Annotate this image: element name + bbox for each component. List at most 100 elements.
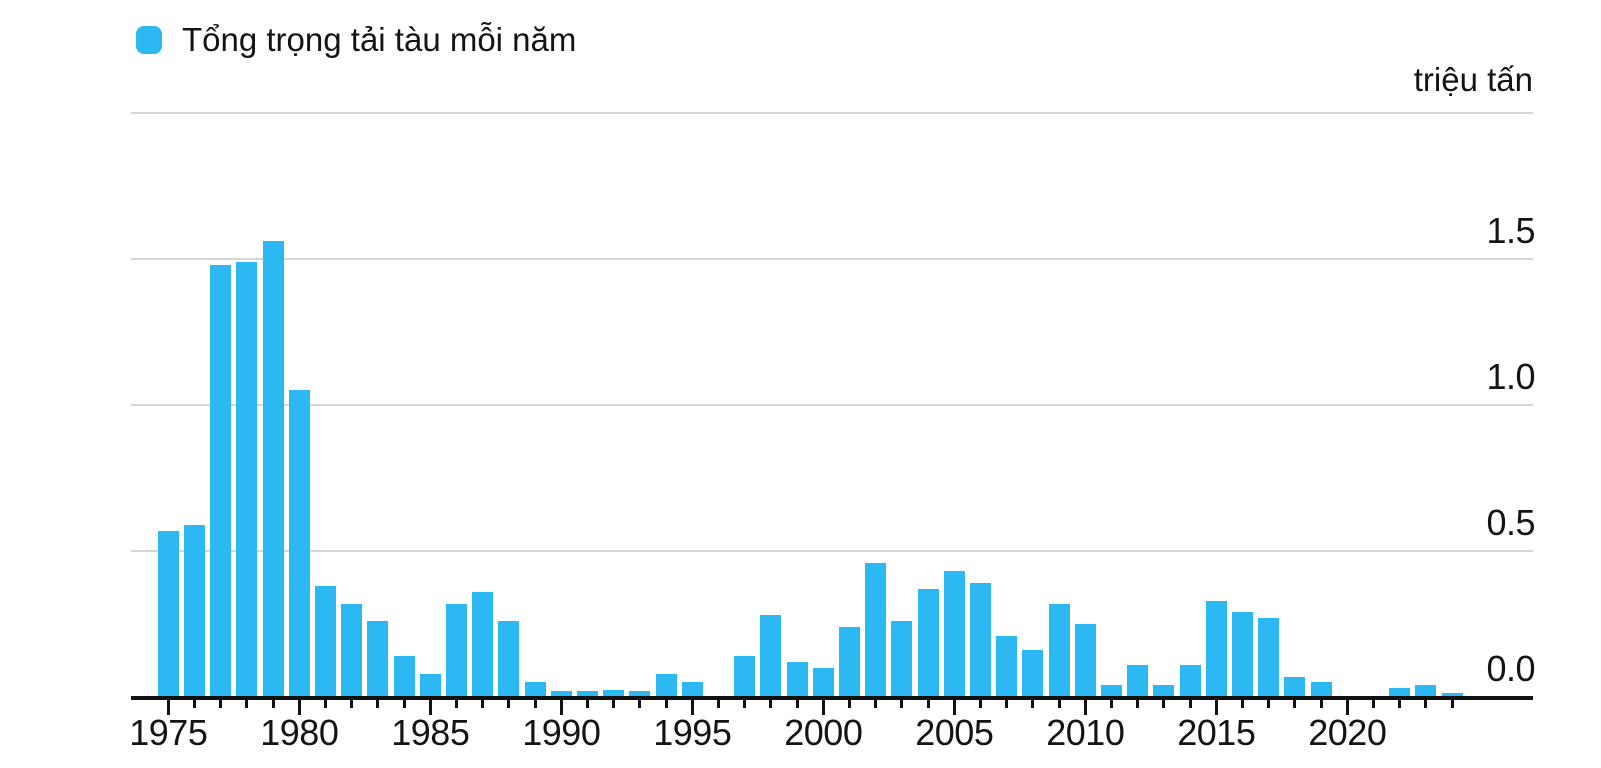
x-tick bbox=[166, 700, 170, 715]
bar-2011 bbox=[1101, 685, 1122, 697]
bar-1977 bbox=[210, 265, 232, 697]
x-tick bbox=[245, 700, 249, 708]
bar-2014 bbox=[1179, 665, 1201, 697]
bar-1975 bbox=[157, 531, 179, 697]
x-tick-label: 2020 bbox=[1308, 712, 1387, 753]
x-tick bbox=[952, 700, 956, 715]
x-tick bbox=[874, 700, 878, 708]
bar-2015 bbox=[1205, 601, 1227, 697]
y-tick-label: 1.5 bbox=[1486, 209, 1535, 251]
bar-2003 bbox=[891, 621, 913, 697]
x-tick bbox=[926, 700, 930, 708]
bar-1990 bbox=[550, 691, 572, 697]
chart-legend: Tổng trọng tải tàu mỗi năm bbox=[136, 23, 576, 57]
x-tick-label: 2005 bbox=[915, 712, 994, 753]
x-tick bbox=[821, 700, 825, 715]
x-tick bbox=[1005, 700, 1009, 708]
bar-2012 bbox=[1127, 665, 1149, 697]
bar-2022 bbox=[1389, 688, 1411, 697]
x-tick-label: 1985 bbox=[391, 712, 470, 753]
bar-2023 bbox=[1415, 685, 1437, 697]
x-tick bbox=[350, 700, 354, 708]
x-tick bbox=[769, 700, 773, 708]
x-tick bbox=[664, 700, 668, 708]
bar-1981 bbox=[315, 586, 336, 697]
y-axis-unit-label: triệu tấn bbox=[1413, 61, 1533, 98]
bar-1988 bbox=[498, 621, 520, 697]
gridline bbox=[131, 403, 1533, 406]
gridline bbox=[131, 111, 1533, 114]
y-tick-label: 0.0 bbox=[1486, 647, 1535, 689]
x-tick bbox=[848, 700, 851, 708]
bar-1998 bbox=[760, 615, 782, 697]
bar-2008 bbox=[1022, 650, 1044, 697]
bar-2024 bbox=[1441, 693, 1463, 697]
x-tick bbox=[979, 700, 982, 708]
x-tick bbox=[297, 700, 301, 715]
x-tick-label: 1975 bbox=[129, 712, 208, 753]
bar-2013 bbox=[1153, 685, 1175, 697]
x-tick bbox=[900, 700, 904, 708]
x-tick bbox=[271, 700, 275, 708]
legend-label: Tổng trọng tải tàu mỗi năm bbox=[182, 21, 577, 58]
bar-2017 bbox=[1258, 618, 1280, 697]
x-tick bbox=[1424, 700, 1428, 708]
x-tick bbox=[1293, 700, 1297, 708]
x-tick bbox=[1398, 700, 1402, 708]
x-tick bbox=[1188, 700, 1192, 708]
bar-2006 bbox=[970, 583, 991, 697]
x-tick bbox=[1057, 700, 1061, 708]
x-tick-label: 1990 bbox=[522, 712, 601, 753]
bar-2009 bbox=[1048, 604, 1070, 697]
x-tick bbox=[1031, 700, 1035, 708]
bar-1979 bbox=[262, 241, 284, 697]
bar-2016 bbox=[1232, 612, 1253, 697]
bar-1994 bbox=[655, 674, 677, 697]
bar-1984 bbox=[393, 656, 415, 697]
bar-1991 bbox=[577, 691, 598, 697]
x-tick bbox=[1450, 700, 1454, 708]
bar-1980 bbox=[288, 390, 310, 697]
bar-2005 bbox=[943, 571, 965, 697]
x-tick bbox=[376, 700, 380, 708]
bar-2000 bbox=[812, 668, 834, 697]
x-tick bbox=[533, 700, 537, 708]
bar-1976 bbox=[184, 525, 205, 697]
bar-1983 bbox=[367, 621, 389, 697]
x-tick bbox=[324, 700, 327, 708]
x-tick bbox=[1162, 700, 1166, 708]
bar-1978 bbox=[236, 262, 258, 697]
bar-1989 bbox=[524, 682, 546, 697]
x-tick bbox=[219, 700, 223, 708]
legend-swatch-icon bbox=[136, 26, 162, 54]
bar-2002 bbox=[865, 563, 887, 697]
x-tick-label: 2000 bbox=[784, 712, 863, 753]
x-tick-label: 2015 bbox=[1177, 712, 1256, 753]
x-tick-label: 2010 bbox=[1046, 712, 1125, 753]
x-tick bbox=[743, 700, 747, 708]
x-tick bbox=[795, 700, 799, 708]
x-tick bbox=[717, 700, 720, 708]
bar-1987 bbox=[472, 592, 494, 697]
x-tick bbox=[428, 700, 432, 715]
x-tick bbox=[1267, 700, 1271, 708]
x-tick bbox=[638, 700, 642, 708]
x-tick bbox=[193, 700, 196, 708]
x-tick bbox=[1136, 700, 1140, 708]
x-tick bbox=[402, 700, 406, 708]
y-tick-label: 1.0 bbox=[1486, 355, 1535, 397]
bar-1995 bbox=[681, 682, 703, 697]
x-tick bbox=[481, 700, 485, 708]
x-tick bbox=[690, 700, 694, 715]
x-tick bbox=[1319, 700, 1323, 708]
bar-1993 bbox=[629, 691, 651, 697]
bar-1992 bbox=[603, 690, 625, 697]
x-tick-label: 1980 bbox=[260, 712, 339, 753]
x-tick bbox=[1214, 700, 1218, 715]
x-tick bbox=[1110, 700, 1113, 708]
x-axis-line bbox=[131, 696, 1533, 700]
x-tick-label: 1995 bbox=[653, 712, 732, 753]
gridline bbox=[131, 257, 1533, 260]
bar-2010 bbox=[1074, 624, 1096, 697]
